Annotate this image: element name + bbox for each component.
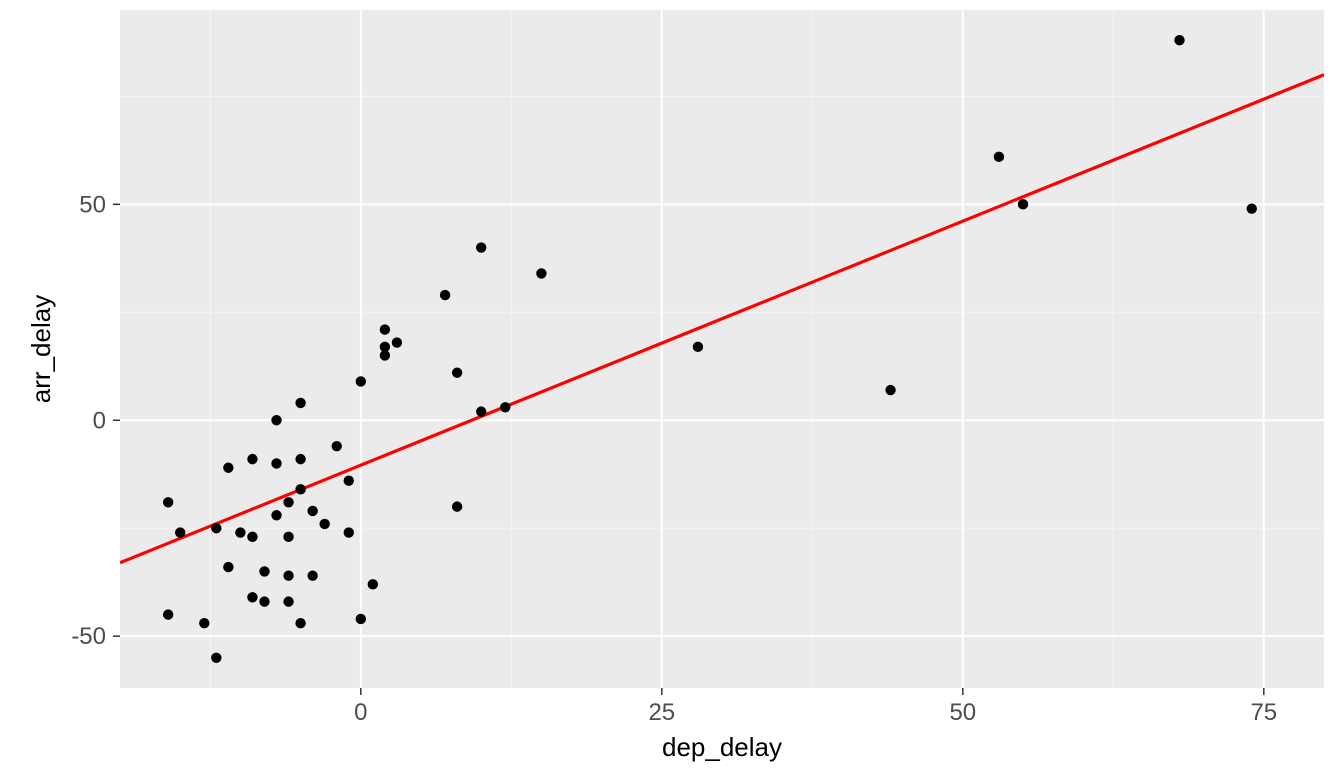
data-point — [223, 463, 233, 473]
data-point — [693, 342, 703, 352]
data-point — [1018, 199, 1028, 209]
data-point — [356, 376, 366, 386]
data-point — [199, 618, 209, 628]
data-point — [247, 532, 257, 542]
x-tick-label: 75 — [1250, 699, 1277, 726]
y-tick-label: -50 — [71, 623, 106, 650]
data-point — [163, 609, 173, 619]
data-point — [1174, 35, 1184, 45]
x-axis-label: dep_delay — [662, 732, 782, 762]
plot-panel — [120, 10, 1324, 688]
data-point — [500, 402, 510, 412]
data-point — [259, 566, 269, 576]
data-point — [271, 415, 281, 425]
data-point — [211, 653, 221, 663]
data-point — [994, 152, 1004, 162]
data-point — [175, 527, 185, 537]
data-point — [283, 571, 293, 581]
data-point — [247, 454, 257, 464]
data-point — [368, 579, 378, 589]
data-point — [295, 618, 305, 628]
data-point — [295, 454, 305, 464]
data-point — [380, 342, 390, 352]
data-point — [283, 596, 293, 606]
data-point — [885, 385, 895, 395]
data-point — [295, 484, 305, 494]
data-point — [307, 506, 317, 516]
chart-svg: 0 25 50 75 -50 0 50 dep_delay arr_delay — [0, 0, 1344, 768]
data-point — [235, 527, 245, 537]
data-point — [1247, 203, 1257, 213]
data-point — [247, 592, 257, 602]
data-point — [271, 458, 281, 468]
data-point — [163, 497, 173, 507]
data-point — [476, 406, 486, 416]
data-point — [476, 242, 486, 252]
y-axis-label: arr_delay — [26, 295, 56, 403]
data-point — [344, 527, 354, 537]
data-point — [307, 571, 317, 581]
data-point — [452, 368, 462, 378]
data-point — [536, 268, 546, 278]
x-tick-label: 0 — [354, 699, 367, 726]
data-point — [211, 523, 221, 533]
data-point — [295, 398, 305, 408]
data-point — [223, 562, 233, 572]
data-point — [283, 532, 293, 542]
y-tick-label: 0 — [93, 407, 106, 434]
data-point — [440, 290, 450, 300]
scatter-chart: 0 25 50 75 -50 0 50 dep_delay arr_delay — [0, 0, 1344, 768]
data-point — [319, 519, 329, 529]
y-tick-label: 50 — [79, 191, 106, 218]
data-point — [283, 497, 293, 507]
data-point — [271, 510, 281, 520]
x-tick-label: 50 — [949, 699, 976, 726]
data-point — [332, 441, 342, 451]
data-point — [259, 596, 269, 606]
data-point — [356, 614, 366, 624]
data-point — [344, 476, 354, 486]
x-tick-label: 25 — [648, 699, 675, 726]
data-point — [380, 324, 390, 334]
data-point — [392, 337, 402, 347]
data-point — [452, 501, 462, 511]
